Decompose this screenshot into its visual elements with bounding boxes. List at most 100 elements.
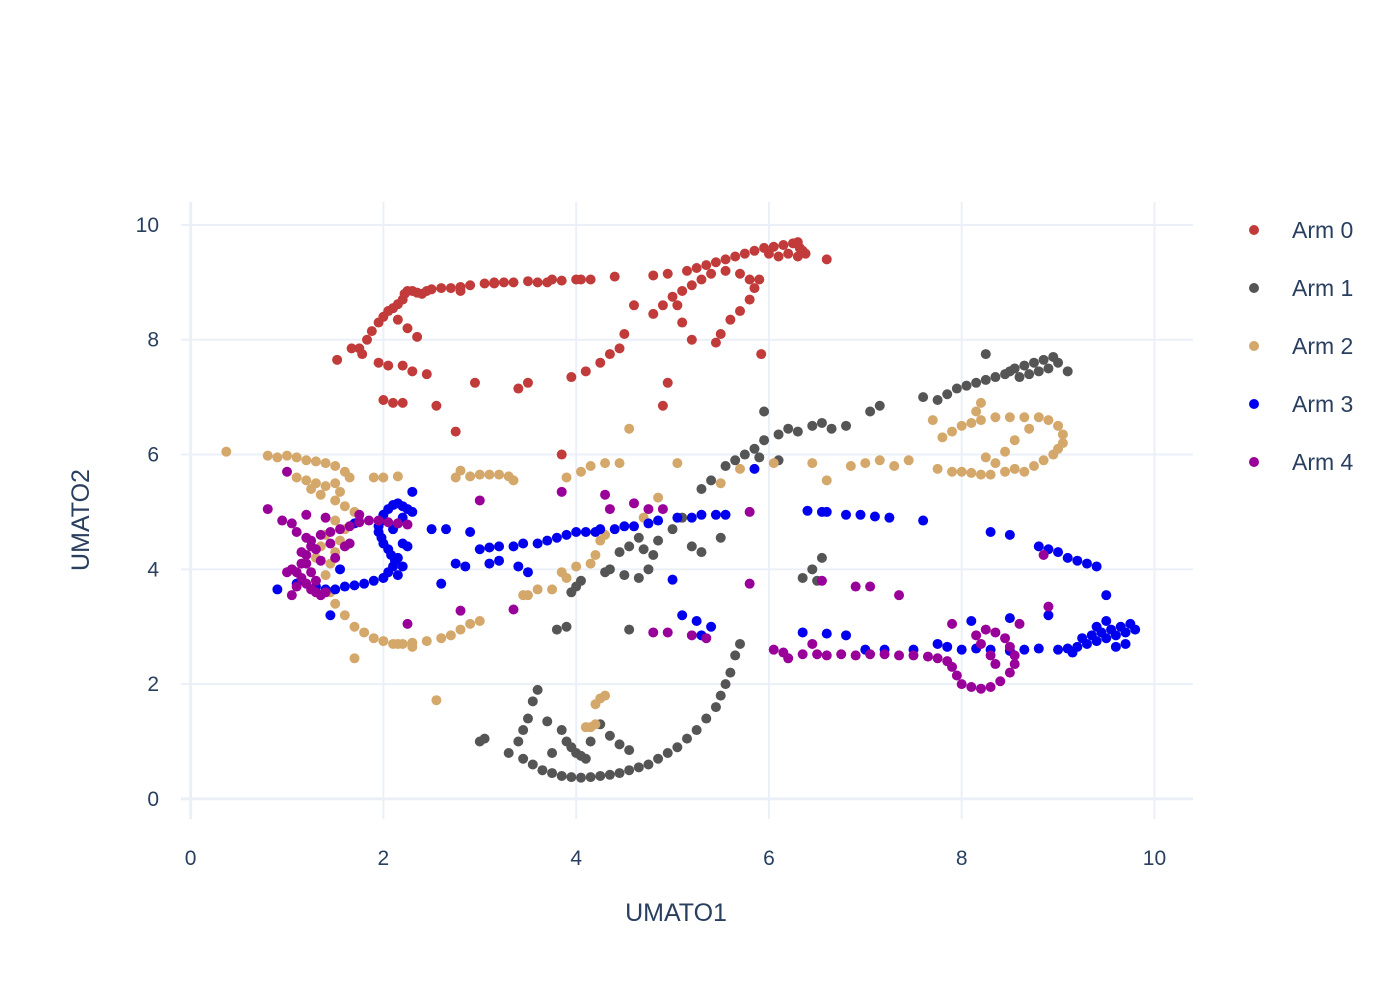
- data-point: [397, 360, 408, 371]
- data-point: [696, 509, 707, 520]
- data-point: [474, 469, 485, 480]
- data-point: [359, 578, 370, 589]
- data-point: [335, 486, 346, 497]
- data-point: [407, 641, 418, 652]
- data-point: [918, 515, 929, 526]
- x-tick-label: 10: [1143, 847, 1166, 870]
- data-point: [556, 725, 567, 736]
- data-point: [330, 478, 341, 489]
- data-point: [595, 524, 606, 535]
- series-1: [474, 349, 1073, 783]
- data-point: [850, 650, 861, 661]
- data-point: [937, 432, 948, 443]
- data-point: [455, 465, 466, 476]
- data-point: [378, 472, 389, 483]
- data-point: [436, 578, 447, 589]
- data-point: [604, 504, 615, 515]
- data-point: [710, 702, 721, 713]
- data-point: [330, 495, 341, 506]
- data-point: [662, 268, 673, 279]
- data-point: [585, 274, 596, 285]
- data-point: [783, 248, 794, 259]
- data-point: [715, 532, 726, 543]
- data-point: [580, 753, 591, 764]
- data-point: [682, 265, 692, 276]
- data-point: [494, 469, 505, 480]
- y-axis-title: UMATO2: [67, 469, 95, 571]
- data-point: [344, 538, 355, 549]
- data-point: [797, 572, 808, 583]
- data-point: [836, 649, 847, 660]
- data-point: [720, 265, 731, 276]
- data-point: [335, 524, 346, 535]
- data-point: [975, 415, 986, 426]
- data-point: [1053, 357, 1064, 368]
- x-tick-label: 2: [378, 847, 390, 870]
- y-tick-labels: 0 2 4 6 8 10: [136, 214, 160, 811]
- legend-item[interactable]: Arm 1: [1249, 275, 1353, 301]
- data-point: [1043, 601, 1054, 612]
- data-point: [518, 538, 529, 549]
- data-point: [821, 628, 832, 639]
- data-point: [633, 762, 644, 773]
- data-point: [595, 357, 606, 368]
- data-point: [1019, 360, 1030, 371]
- data-point: [653, 492, 664, 503]
- data-point: [956, 644, 967, 655]
- data-point: [874, 400, 885, 411]
- data-point: [445, 630, 456, 641]
- legend-item[interactable]: Arm 3: [1249, 391, 1353, 417]
- data-point: [773, 251, 784, 262]
- data-point: [1009, 435, 1020, 446]
- data-point: [262, 450, 273, 461]
- data-point: [407, 486, 418, 497]
- data-point: [763, 248, 774, 259]
- data-point: [1081, 558, 1092, 569]
- data-point: [667, 291, 678, 302]
- data-point: [1014, 372, 1025, 383]
- data-point: [850, 581, 861, 592]
- legend-label: Arm 0: [1292, 217, 1353, 243]
- data-point: [971, 406, 982, 417]
- data-point: [286, 590, 297, 601]
- data-point: [542, 535, 553, 546]
- data-point: [749, 283, 760, 294]
- data-point: [807, 564, 818, 575]
- data-point: [855, 509, 866, 520]
- legend-item[interactable]: Arm 4: [1249, 449, 1354, 475]
- data-point: [792, 251, 803, 262]
- data-point: [1004, 641, 1015, 652]
- data-point: [667, 574, 678, 585]
- legend-item[interactable]: Arm 2: [1249, 333, 1353, 359]
- data-point: [884, 512, 895, 523]
- data-point: [1091, 561, 1102, 572]
- data-point: [291, 452, 302, 463]
- data-point: [277, 515, 288, 526]
- data-point: [1101, 615, 1112, 626]
- data-point: [580, 722, 591, 733]
- data-point: [653, 753, 664, 764]
- data-point: [759, 406, 770, 417]
- data-point: [995, 676, 1006, 687]
- data-point: [431, 400, 442, 411]
- data-point: [971, 630, 982, 641]
- data-point: [966, 615, 977, 626]
- data-point: [551, 532, 562, 543]
- data-point: [975, 397, 986, 408]
- data-point: [1004, 366, 1015, 377]
- data-point: [604, 769, 615, 780]
- x-tick-label: 6: [763, 847, 775, 870]
- data-point: [980, 374, 991, 385]
- data-point: [735, 268, 746, 279]
- data-point: [696, 274, 707, 285]
- data-point: [306, 483, 317, 494]
- data-point: [985, 681, 996, 692]
- data-point: [624, 765, 635, 776]
- data-point: [325, 610, 336, 621]
- data-point: [590, 719, 601, 730]
- data-point: [469, 377, 480, 388]
- data-point: [715, 329, 726, 340]
- legend-item[interactable]: Arm 0: [1249, 217, 1353, 243]
- data-point: [1019, 466, 1030, 477]
- data-point: [378, 636, 389, 647]
